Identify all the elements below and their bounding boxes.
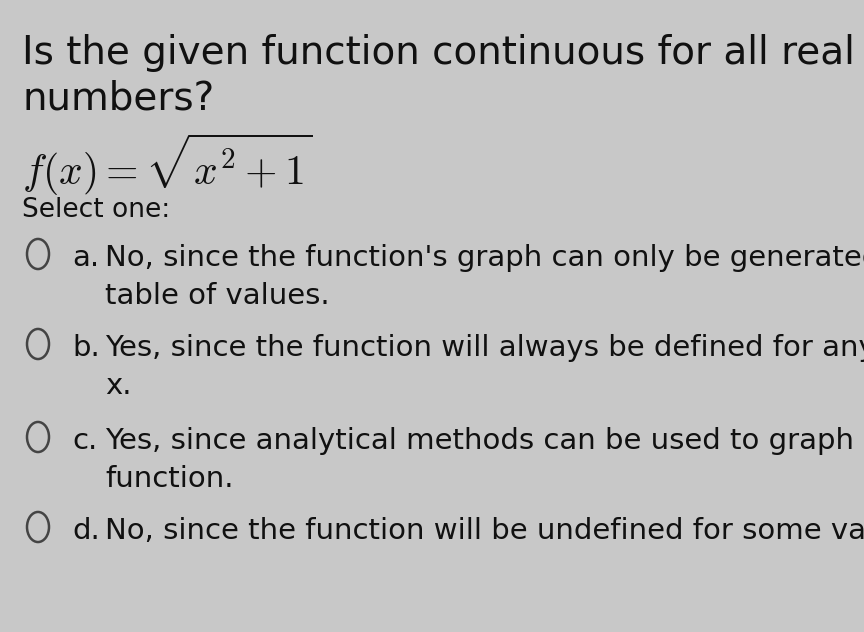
Text: Yes, since analytical methods can be used to graph the: Yes, since analytical methods can be use… <box>105 427 864 455</box>
Text: x.: x. <box>105 372 131 400</box>
Text: b.: b. <box>72 334 99 362</box>
Text: Is the given function continuous for all real: Is the given function continuous for all… <box>22 34 854 72</box>
Text: d.: d. <box>72 517 99 545</box>
Text: Select one:: Select one: <box>22 197 170 223</box>
Text: a.: a. <box>72 244 99 272</box>
Text: table of values.: table of values. <box>105 282 330 310</box>
Text: No, since the function's graph can only be generated using a: No, since the function's graph can only … <box>105 244 864 272</box>
Text: numbers?: numbers? <box>22 79 214 117</box>
Text: $f(x) = \sqrt{x^2 + 1}$: $f(x) = \sqrt{x^2 + 1}$ <box>22 132 313 198</box>
Text: function.: function. <box>105 465 233 493</box>
Text: c.: c. <box>72 427 98 455</box>
Text: No, since the function will be undefined for some values of x.: No, since the function will be undefined… <box>105 517 864 545</box>
Text: Yes, since the function will always be defined for any value of: Yes, since the function will always be d… <box>105 334 864 362</box>
